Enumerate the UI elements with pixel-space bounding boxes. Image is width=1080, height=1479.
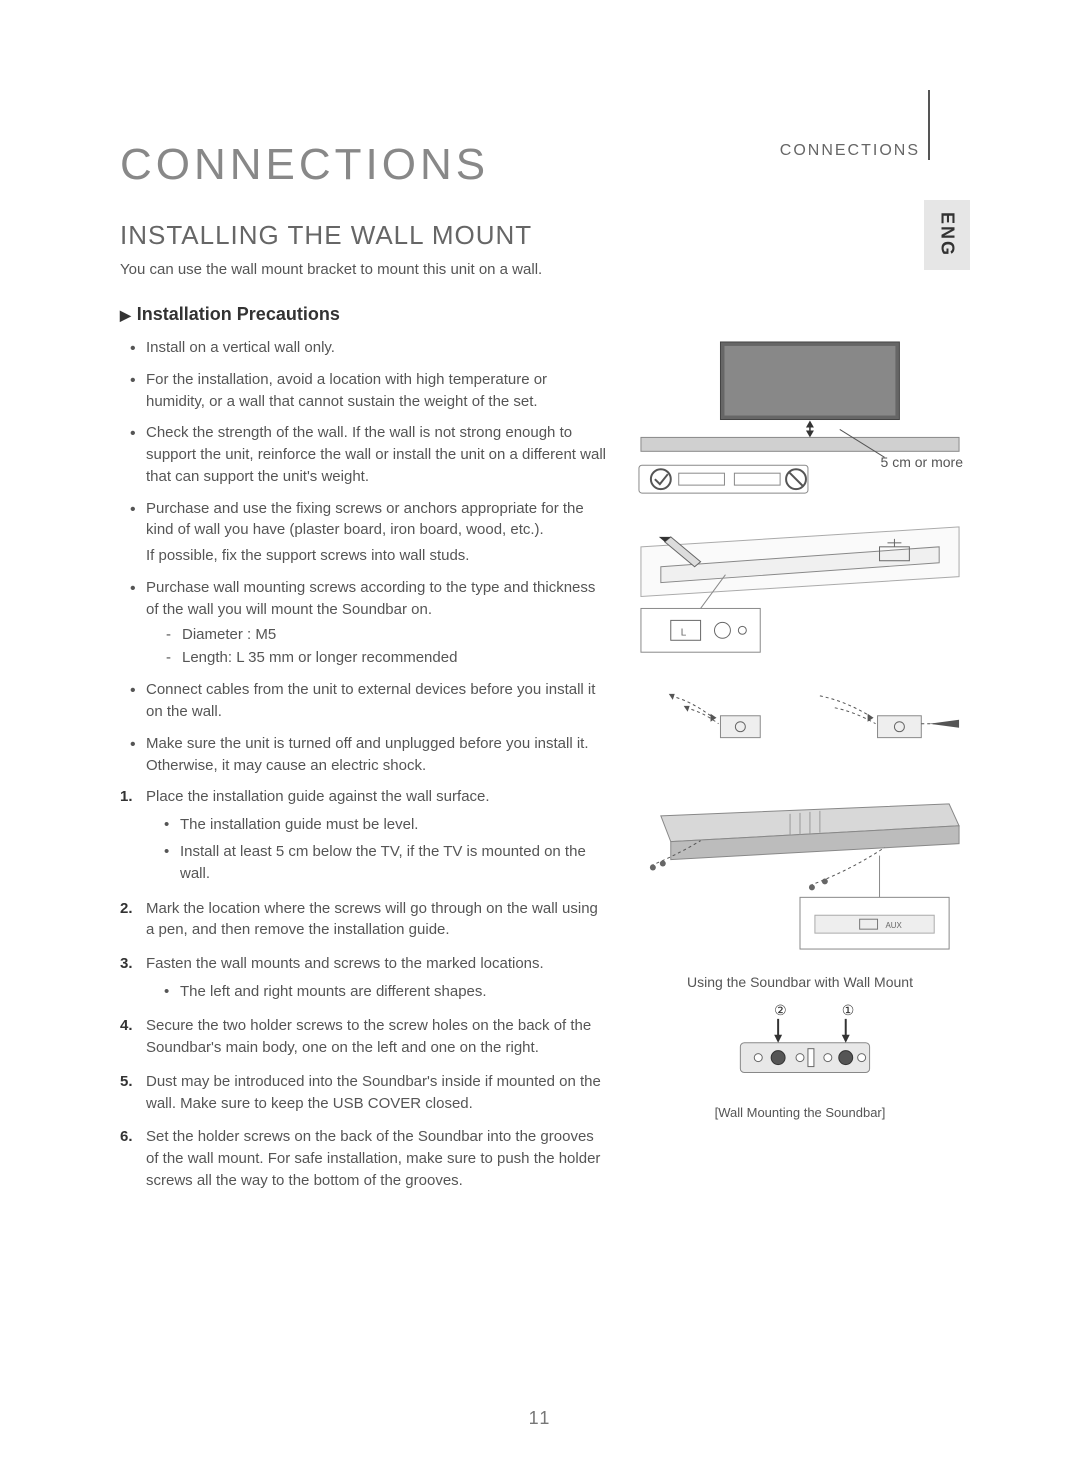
precaution-item: For the installation, avoid a location w… bbox=[120, 369, 610, 413]
screw-spec: Diameter : M5 bbox=[166, 624, 610, 647]
figure-caption: [Wall Mounting the Soundbar] bbox=[630, 1105, 970, 1120]
step-item: 2. Mark the location where the screws wi… bbox=[120, 898, 610, 942]
step-text: Secure the two holder screws to the scre… bbox=[146, 1017, 591, 1056]
step-text: Mark the location where the screws will … bbox=[146, 900, 598, 939]
manual-page: CONNECTIONS ENG CONNECTIONS INSTALLING T… bbox=[0, 0, 1080, 1479]
figure-annotation: 5 cm or more bbox=[881, 454, 963, 470]
step-subitem: The installation guide must be level. bbox=[164, 814, 610, 837]
step-number: 1. bbox=[120, 786, 133, 808]
precaution-text: Purchase and use the fixing screws or an… bbox=[146, 500, 584, 539]
header-separator bbox=[928, 90, 930, 160]
step-item: 3. Fasten the wall mounts and screws to … bbox=[120, 953, 610, 1003]
figure-screws-brackets bbox=[630, 675, 970, 766]
step-text: Dust may be introduced into the Soundbar… bbox=[146, 1073, 601, 1112]
step-item: 5. Dust may be introduced into the Sound… bbox=[120, 1071, 610, 1115]
page-number: 11 bbox=[0, 1408, 1080, 1429]
subsection-heading-text: Installation Precautions bbox=[137, 304, 340, 324]
step-text: Fasten the wall mounts and screws to the… bbox=[146, 955, 544, 972]
figure-install-guide: L bbox=[630, 516, 970, 657]
step-subitem: The left and right mounts are different … bbox=[164, 981, 610, 1004]
step-item: 1. Place the installation guide against … bbox=[120, 786, 610, 885]
step-number: 6. bbox=[120, 1126, 133, 1148]
precaution-item: Connect cables from the unit to external… bbox=[120, 679, 610, 723]
precaution-list: Install on a vertical wall only. For the… bbox=[120, 337, 610, 541]
breadcrumb-label: CONNECTIONS bbox=[780, 142, 920, 160]
figure-soundbar-screws: AUX bbox=[630, 785, 970, 956]
language-tab-label: ENG bbox=[937, 212, 958, 257]
step-sublist: The left and right mounts are different … bbox=[146, 981, 610, 1004]
step-number: 2. bbox=[120, 898, 133, 920]
svg-text:①: ① bbox=[842, 1002, 854, 1018]
precaution-item: Install on a vertical wall only. bbox=[120, 337, 610, 359]
language-tab: ENG bbox=[924, 200, 970, 270]
precaution-item: Purchase and use the fixing screws or an… bbox=[120, 498, 610, 542]
section-intro: You can use the wall mount bracket to mo… bbox=[120, 261, 970, 278]
precaution-item: Check the strength of the wall. If the w… bbox=[120, 422, 610, 487]
figure-column: 5 cm or more bbox=[630, 337, 970, 1204]
page-header-breadcrumb: CONNECTIONS bbox=[780, 90, 930, 160]
precaution-list-2: Purchase wall mounting screws according … bbox=[120, 577, 610, 777]
step-text: Set the holder screws on the back of the… bbox=[146, 1128, 600, 1189]
svg-text:AUX: AUX bbox=[885, 921, 902, 930]
svg-text:②: ② bbox=[774, 1002, 786, 1018]
step-number: 4. bbox=[120, 1015, 133, 1037]
step-number: 5. bbox=[120, 1071, 133, 1093]
step-subitem: Install at least 5 cm below the TV, if t… bbox=[164, 841, 610, 886]
precaution-item: Purchase wall mounting screws according … bbox=[120, 577, 610, 670]
subsection-heading: ▶ Installation Precautions bbox=[120, 304, 970, 325]
screw-spec: Length: L 35 mm or longer recommended bbox=[166, 647, 610, 670]
svg-text:L: L bbox=[681, 627, 687, 638]
step-number: 3. bbox=[120, 953, 133, 975]
step-sublist: The installation guide must be level. In… bbox=[146, 814, 610, 886]
figure-wall-mount-detail: ② ① bbox=[630, 996, 970, 1087]
figure-caption: Using the Soundbar with Wall Mount bbox=[630, 974, 970, 990]
step-text: Place the installation guide against the… bbox=[146, 788, 490, 805]
precaution-text: Purchase wall mounting screws according … bbox=[146, 579, 595, 618]
triangle-icon: ▶ bbox=[120, 307, 131, 323]
figure-tv-clearance: 5 cm or more bbox=[630, 337, 970, 498]
screw-spec-list: Diameter : M5 Length: L 35 mm or longer … bbox=[146, 624, 610, 669]
section-heading: INSTALLING THE WALL MOUNT bbox=[120, 220, 970, 251]
step-item: 6. Set the holder screws on the back of … bbox=[120, 1126, 610, 1191]
step-item: 4. Secure the two holder screws to the s… bbox=[120, 1015, 610, 1059]
precaution-extra: If possible, fix the support screws into… bbox=[120, 545, 610, 567]
text-column: Install on a vertical wall only. For the… bbox=[120, 337, 630, 1204]
step-list: 1. Place the installation guide against … bbox=[120, 786, 610, 1191]
precaution-item: Make sure the unit is turned off and unp… bbox=[120, 733, 610, 777]
